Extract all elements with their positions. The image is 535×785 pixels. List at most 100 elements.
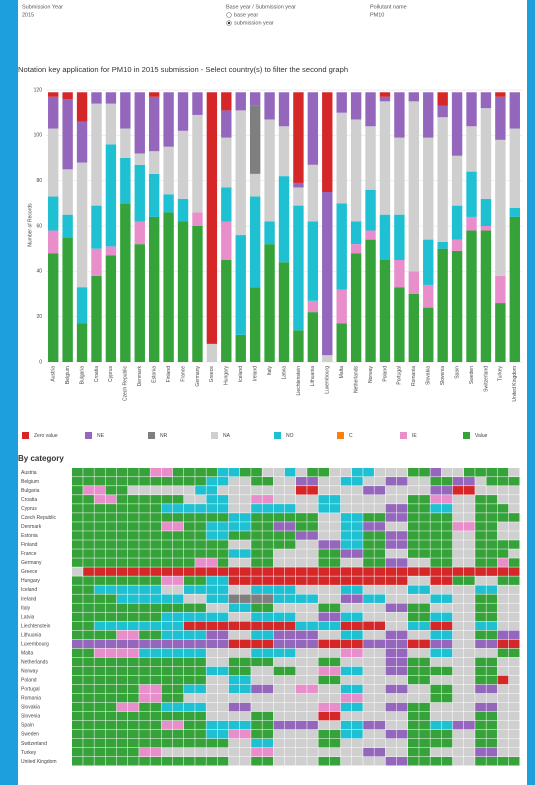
bar-segment[interactable] [235,92,246,111]
bar-segment[interactable] [307,312,319,362]
bar-segment[interactable] [350,244,362,254]
bar-segment[interactable] [350,92,362,120]
bar-segment[interactable] [163,194,174,213]
bar-segment[interactable] [120,203,131,362]
bar-segment[interactable] [480,230,492,362]
bar-segment[interactable] [408,271,420,294]
bar-segment[interactable] [177,130,189,199]
bar-segment[interactable] [264,244,275,362]
bar-segment[interactable] [278,262,290,362]
bar-segment[interactable] [379,92,391,97]
bar-segment[interactable] [48,196,59,231]
bar-segment[interactable] [163,212,174,362]
radio-button[interactable] [226,12,232,18]
bar-segment[interactable] [480,198,492,226]
bar-segment[interactable] [293,330,304,362]
bar-segment[interactable] [148,173,160,217]
bar-segment[interactable] [148,216,160,362]
bar-segment[interactable] [278,176,290,263]
bar-segment[interactable] [177,92,189,131]
bar-segment[interactable] [62,214,73,238]
bar-segment[interactable] [235,235,246,335]
bar-segment[interactable] [509,92,520,129]
bar-segment[interactable] [509,207,520,217]
bar-segment[interactable] [394,287,405,362]
bar-segment[interactable] [105,92,117,104]
bar-segment[interactable] [394,214,405,260]
bar-segment[interactable] [451,250,463,362]
bar-segment[interactable] [134,244,145,362]
legend-swatch[interactable] [274,432,281,439]
bar-segment[interactable] [192,92,203,115]
bar-segment[interactable] [62,99,73,170]
bar-segment[interactable] [48,230,59,254]
bar-segment[interactable] [91,205,102,249]
bar-segment[interactable] [423,284,434,308]
bar-segment[interactable] [365,126,376,190]
bar-segment[interactable] [48,92,59,97]
bar-segment[interactable] [221,260,232,362]
bar-segment[interactable] [293,187,304,206]
bar-segment[interactable] [76,287,88,324]
bar-segment[interactable] [249,287,261,362]
bar-segment[interactable] [437,117,448,242]
bar-segment[interactable] [249,92,261,106]
bar-segment[interactable] [394,260,405,288]
legend-swatch[interactable] [337,432,344,439]
bar-segment[interactable] [221,92,232,111]
bar-segment[interactable] [264,221,275,245]
legend-swatch[interactable] [211,432,218,439]
bar-segment[interactable] [62,169,73,215]
bar-segment[interactable] [148,92,160,97]
bar-segment[interactable] [192,114,203,213]
bar-segment[interactable] [192,226,203,362]
bar-segment[interactable] [221,187,232,222]
bar-segment[interactable] [423,137,434,240]
legend-swatch[interactable] [463,432,470,439]
bar-segment[interactable] [76,162,88,288]
bar-segment[interactable] [134,153,145,165]
bar-segment[interactable] [495,303,506,362]
bar-segment[interactable] [120,92,131,129]
bar-segment[interactable] [394,137,405,215]
bar-segment[interactable] [423,239,434,285]
bar-segment[interactable] [466,126,477,172]
bar-segment[interactable] [105,144,117,247]
bar-segment[interactable] [148,96,160,152]
bar-segment[interactable] [451,92,463,156]
bar-segment[interactable] [466,92,477,127]
bar-segment[interactable] [379,260,391,362]
bar-segment[interactable] [177,198,189,222]
bar-segment[interactable] [350,253,362,362]
bar-segment[interactable] [336,289,347,324]
bar-segment[interactable] [480,92,492,109]
bar-segment[interactable] [379,101,391,215]
bar-segment[interactable] [307,221,319,301]
bar-segment[interactable] [134,92,145,154]
bar-segment[interactable] [322,192,333,356]
legend-swatch[interactable] [22,432,29,439]
bar-segment[interactable] [336,92,347,113]
bar-segment[interactable] [509,128,520,208]
bar-segment[interactable] [76,323,88,362]
bar-segment[interactable] [437,92,448,106]
bar-segment[interactable] [495,139,506,276]
bar-segment[interactable] [365,230,376,240]
bar-segment[interactable] [365,92,376,127]
filter-value[interactable]: PM10 [370,12,384,18]
bar-segment[interactable] [120,128,131,158]
bar-segment[interactable] [365,239,376,362]
bar-segment[interactable] [134,164,145,222]
legend-swatch[interactable] [85,432,92,439]
bar-segment[interactable] [495,92,506,97]
bar-segment[interactable] [221,221,232,260]
bar-segment[interactable] [408,92,420,102]
bar-segment[interactable] [437,105,448,118]
bar-segment[interactable] [249,196,261,288]
bar-segment[interactable] [249,173,261,197]
bar-segment[interactable] [466,216,477,231]
bar-segment[interactable] [221,110,232,138]
bar-segment[interactable] [105,255,117,362]
bar-segment[interactable] [466,171,477,217]
bar-segment[interactable] [322,355,333,362]
